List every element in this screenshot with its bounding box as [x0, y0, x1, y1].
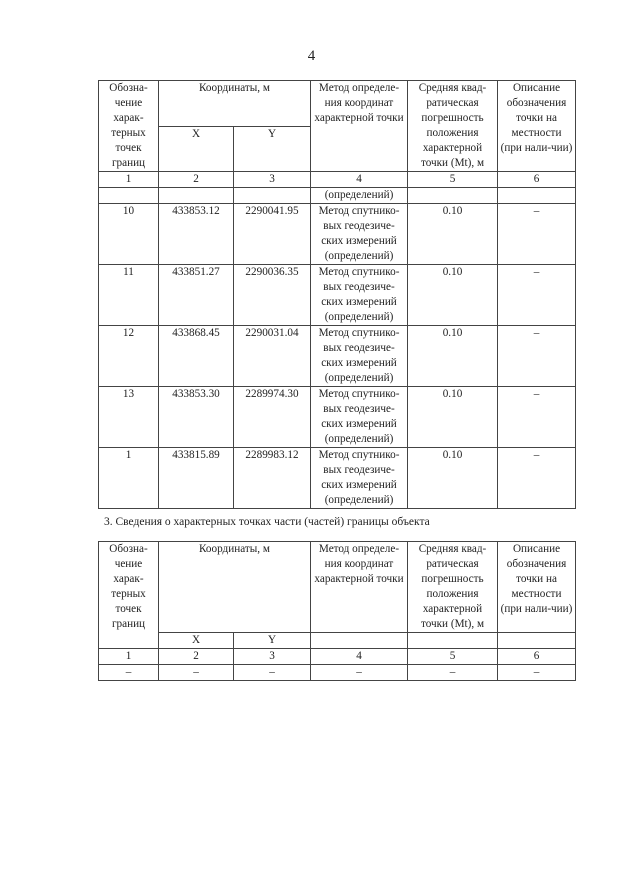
continuation-text: (определений)	[310, 187, 408, 204]
empty-cell	[310, 632, 408, 649]
cell-x: 433851.27	[158, 264, 234, 326]
table-row: 1 433815.89 2289983.12 Метод спутнико-вых г…	[98, 447, 576, 509]
continuation-row: (определений)	[98, 187, 576, 204]
empty-cell	[98, 187, 159, 204]
table-row: 10 433853.12 2290041.95 Метод спутнико-вых …	[98, 203, 576, 265]
col-number: 4	[310, 171, 408, 188]
cell-x: 433868.45	[158, 325, 234, 387]
cell-point: –	[98, 664, 159, 681]
cell-desc: –	[497, 203, 576, 265]
cell-method: Метод спутнико-вых геодезиче-ских измере…	[310, 203, 408, 265]
col-number: 6	[497, 171, 576, 188]
header-y: Y	[233, 632, 311, 649]
cell-desc: –	[497, 325, 576, 387]
col-number: 6	[497, 648, 576, 665]
header-designation: Обозна-чение харак-терных точек границ	[98, 80, 159, 172]
cell-point: 10	[98, 203, 159, 265]
header-error: Средняя квад-ратическая погрешность поло…	[407, 80, 498, 172]
header-x: X	[158, 125, 234, 172]
section-3-title: 3. Сведения о характерных точках части (…	[104, 516, 430, 528]
cell-desc: –	[497, 386, 576, 448]
header-description: Описание обозначения точки на местности …	[497, 80, 576, 172]
table-row: 11 433851.27 2290036.35 Метод спутнико-вых …	[98, 264, 576, 326]
boundary-points-table: Обозна-чение харак-терных точек границ К…	[98, 80, 576, 509]
header-y: Y	[233, 125, 311, 172]
empty-cell	[497, 187, 576, 204]
cell-mt: 0.10	[407, 203, 498, 265]
cell-y: 2290041.95	[233, 203, 311, 265]
cell-mt: 0.10	[407, 264, 498, 326]
cell-point: 12	[98, 325, 159, 387]
col-number: 2	[158, 171, 234, 188]
column-numbers-row: 1 2 3 4 5 6	[98, 171, 576, 188]
header-method: Метод определе-ния координат характерной…	[310, 541, 408, 633]
cell-desc: –	[497, 447, 576, 509]
cell-y: 2289974.30	[233, 386, 311, 448]
col-number: 1	[98, 171, 159, 188]
col-number: 3	[233, 171, 311, 188]
col-number: 4	[310, 648, 408, 665]
cell-x: 433853.30	[158, 386, 234, 448]
cell-x: –	[158, 664, 234, 681]
table-row: 13 433853.30 2289974.30 Метод спутнико-вых …	[98, 386, 576, 448]
cell-x: 433815.89	[158, 447, 234, 509]
cell-point: 11	[98, 264, 159, 326]
header-coordinates: Координаты, м	[158, 541, 311, 633]
col-number: 2	[158, 648, 234, 665]
cell-method: Метод спутнико-вых геодезиче-ских измере…	[310, 264, 408, 326]
cell-method: Метод спутнико-вых геодезиче-ских измере…	[310, 447, 408, 509]
cell-y: 2290036.35	[233, 264, 311, 326]
header-x: X	[158, 632, 234, 649]
cell-method: –	[310, 664, 408, 681]
col-number: 5	[407, 171, 498, 188]
empty-cell	[497, 632, 576, 649]
empty-cell	[407, 187, 498, 204]
part-boundary-points-table: Обозна-чение харак-терных точек границ К…	[98, 541, 576, 681]
cell-method: Метод спутнико-вых геодезиче-ских измере…	[310, 386, 408, 448]
cell-method: Метод спутнико-вых геодезиче-ских измере…	[310, 325, 408, 387]
cell-y: 2290031.04	[233, 325, 311, 387]
page-number: 4	[307, 48, 316, 64]
cell-x: 433853.12	[158, 203, 234, 265]
cell-desc: –	[497, 264, 576, 326]
table-row: – – – – – –	[98, 664, 576, 681]
empty-cell	[407, 632, 498, 649]
cell-point: 1	[98, 447, 159, 509]
cell-point: 13	[98, 386, 159, 448]
col-number: 3	[233, 648, 311, 665]
header-error: Средняя квад-ратическая погрешность поло…	[407, 541, 498, 633]
header-description: Описание обозначения точки на местности …	[497, 541, 576, 633]
cell-mt: –	[407, 664, 498, 681]
cell-mt: 0.10	[407, 447, 498, 509]
col-number: 5	[407, 648, 498, 665]
cell-desc: –	[497, 664, 576, 681]
empty-cell	[233, 187, 311, 204]
cell-mt: 0.10	[407, 325, 498, 387]
header-method: Метод определе-ния координат характерной…	[310, 80, 408, 172]
cell-y: –	[233, 664, 311, 681]
cell-mt: 0.10	[407, 386, 498, 448]
column-numbers-row: 1 2 3 4 5 6	[98, 648, 576, 665]
col-number: 1	[98, 648, 159, 665]
cell-y: 2289983.12	[233, 447, 311, 509]
header-designation: Обозна-чение харак-терных точек границ	[98, 541, 159, 649]
empty-cell	[158, 187, 234, 204]
header-coordinates: Координаты, м	[158, 80, 311, 127]
table-row: 12 433868.45 2290031.04 Метод спутнико-вых …	[98, 325, 576, 387]
